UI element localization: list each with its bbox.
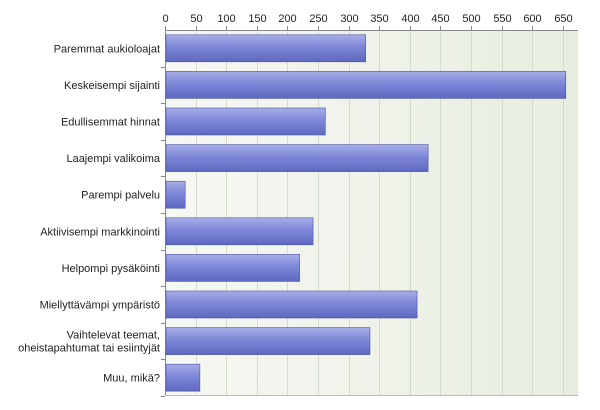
category-label-line: Helpompi pysäköinti	[62, 263, 160, 275]
category-label: Helpompi pysäköinti	[62, 263, 160, 275]
x-tick-label: 500	[462, 13, 480, 25]
x-tick-label: 200	[278, 13, 296, 25]
category-label-line: oheistapahtumat tai esiintyjät	[18, 343, 160, 355]
category-label: Parempi palvelu	[81, 190, 160, 202]
x-tick-label: 600	[523, 13, 541, 25]
x-tick-label: 400	[401, 13, 419, 25]
x-tick-label: 650	[554, 13, 572, 25]
bar-1	[165, 34, 366, 63]
bar-10	[165, 363, 201, 392]
x-tick-label: 100	[217, 13, 235, 25]
category-label: Keskeisempi sijainti	[64, 80, 160, 92]
category-label-line: Miellyttävämpi ympäristö	[40, 300, 160, 312]
category-label: Laajempi valikoima	[66, 153, 160, 165]
category-label-line: Keskeisempi sijainti	[64, 80, 160, 92]
bar-5	[165, 180, 186, 209]
x-tick-label: 450	[431, 13, 449, 25]
category-label: Paremmat aukioloajat	[54, 43, 160, 55]
category-label: Vaihtelevat teemat, oheistapahtumat tai e…	[18, 330, 160, 355]
x-tick-label: 150	[248, 13, 266, 25]
category-label-line: Muu, mikä?	[103, 373, 160, 385]
x-tick-label: 300	[340, 13, 358, 25]
bar-8	[165, 290, 418, 319]
bar-7	[165, 254, 300, 282]
bar-2	[165, 71, 567, 99]
bar-6	[165, 217, 314, 246]
category-label: Aktiivisempi markkinointi	[40, 226, 160, 238]
category-label-line: Edullisemmat hinnat	[61, 117, 160, 129]
bar-4	[165, 144, 429, 172]
x-tick-label: 250	[309, 13, 327, 25]
category-label-line: Laajempi valikoima	[66, 153, 160, 165]
category-label-line: Parempi palvelu	[81, 190, 160, 202]
category-label: Miellyttävämpi ympäristö	[40, 300, 160, 312]
bar-3	[165, 107, 326, 136]
category-label-line: Paremmat aukioloajat	[54, 43, 160, 55]
x-tick-label: 550	[493, 13, 511, 25]
bar-9	[165, 327, 371, 355]
x-tick-label: 350	[370, 13, 388, 25]
category-label-line: Vaihtelevat teemat,	[67, 330, 160, 342]
category-label-line: Aktiivisempi markkinointi	[40, 226, 160, 238]
category-label: Edullisemmat hinnat	[61, 117, 160, 129]
x-tick-label: 0	[162, 13, 168, 25]
category-label: Muu, mikä?	[103, 373, 160, 385]
x-tick-label: 50	[190, 13, 202, 25]
